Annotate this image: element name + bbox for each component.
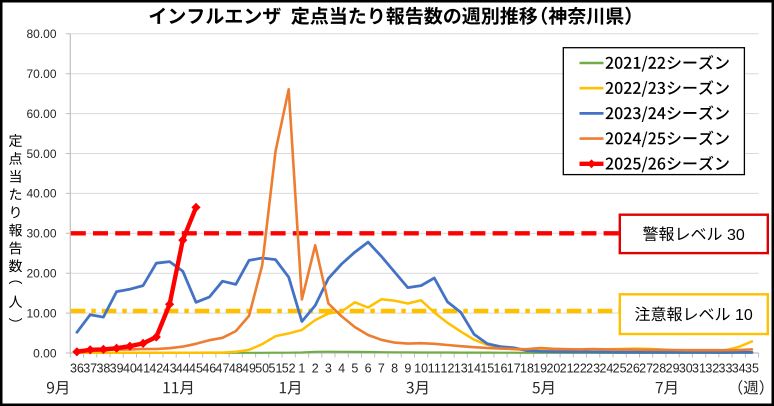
svg-text:41: 41 [136, 362, 150, 376]
svg-text:7: 7 [378, 362, 385, 376]
svg-text:10.00: 10.00 [26, 306, 56, 320]
svg-text:37: 37 [83, 362, 97, 376]
svg-text:34: 34 [732, 362, 746, 376]
svg-text:1: 1 [298, 362, 305, 376]
svg-text:30.00: 30.00 [26, 227, 56, 241]
svg-text:47: 47 [216, 362, 230, 376]
svg-text:6: 6 [365, 362, 372, 376]
svg-text:9: 9 [404, 362, 411, 376]
svg-text:52: 52 [282, 362, 296, 376]
svg-text:43: 43 [163, 362, 177, 376]
svg-text:22: 22 [573, 362, 587, 376]
svg-text:44: 44 [176, 362, 190, 376]
svg-text:50: 50 [255, 362, 269, 376]
svg-text:8: 8 [391, 362, 398, 376]
svg-text:0.00: 0.00 [33, 346, 57, 360]
svg-text:33: 33 [719, 362, 733, 376]
svg-text:27: 27 [639, 362, 653, 376]
svg-text:35: 35 [745, 362, 759, 376]
svg-text:70.00: 70.00 [26, 67, 56, 81]
svg-text:30: 30 [679, 362, 693, 376]
svg-text:39: 39 [110, 362, 124, 376]
svg-text:11: 11 [428, 362, 441, 376]
svg-text:42: 42 [149, 362, 163, 376]
svg-text:18: 18 [520, 362, 534, 376]
svg-text:40.00: 40.00 [26, 187, 56, 201]
svg-text:17: 17 [507, 362, 521, 376]
svg-text:29: 29 [666, 362, 680, 376]
svg-text:32: 32 [705, 362, 719, 376]
svg-text:20: 20 [546, 362, 560, 376]
svg-text:5: 5 [351, 362, 358, 376]
svg-text:25: 25 [613, 362, 627, 376]
svg-text:14: 14 [467, 362, 481, 376]
svg-text:60.00: 60.00 [26, 107, 56, 121]
svg-text:20.00: 20.00 [26, 267, 56, 281]
svg-text:36: 36 [70, 362, 84, 376]
svg-text:21: 21 [560, 362, 574, 376]
svg-text:31: 31 [692, 362, 706, 376]
svg-text:51: 51 [269, 362, 283, 376]
svg-text:12: 12 [441, 362, 455, 376]
svg-text:23: 23 [586, 362, 600, 376]
svg-text:45: 45 [189, 362, 203, 376]
svg-text:49: 49 [242, 362, 256, 376]
svg-text:15: 15 [480, 362, 494, 376]
svg-text:4: 4 [338, 362, 345, 376]
svg-text:80.00: 80.00 [26, 27, 56, 41]
svg-text:16: 16 [494, 362, 508, 376]
svg-text:50.00: 50.00 [26, 147, 56, 161]
svg-text:13: 13 [454, 362, 468, 376]
svg-text:46: 46 [202, 362, 216, 376]
svg-text:26: 26 [626, 362, 640, 376]
svg-text:40: 40 [123, 362, 137, 376]
svg-text:19: 19 [533, 362, 547, 376]
svg-text:48: 48 [229, 362, 243, 376]
svg-text:38: 38 [96, 362, 110, 376]
svg-text:2: 2 [312, 362, 319, 376]
svg-text:24: 24 [599, 362, 613, 376]
svg-text:28: 28 [652, 362, 666, 376]
svg-text:10: 10 [735, 307, 753, 324]
svg-text:3: 3 [325, 362, 332, 376]
svg-text:30: 30 [727, 227, 745, 244]
svg-text:10: 10 [414, 362, 428, 376]
